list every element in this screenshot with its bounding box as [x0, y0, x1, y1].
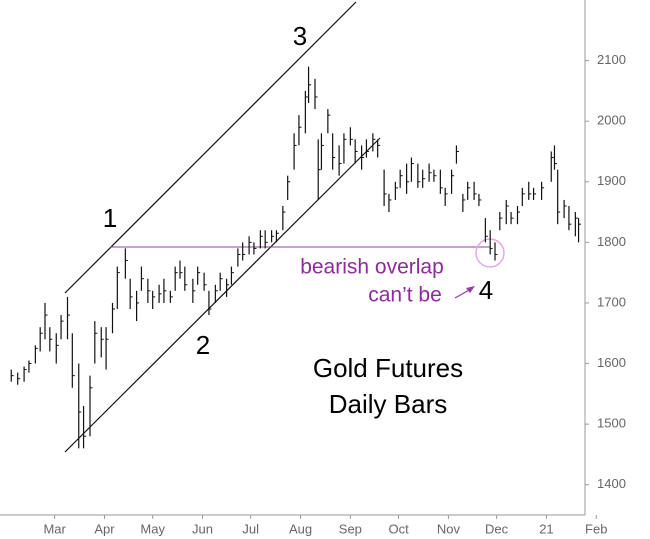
x-tick-label: Sep — [339, 521, 362, 536]
wave-label: 4 — [479, 275, 493, 305]
x-tick-label: May — [140, 521, 165, 536]
y-tick-label: 1700 — [597, 294, 626, 309]
overlap-note: bearish overlap — [300, 256, 444, 279]
x-tick-label: Jul — [242, 521, 259, 536]
chart-title: Gold Futures — [313, 353, 463, 383]
lower-channel-line — [64, 137, 381, 453]
wave-label: 1 — [103, 203, 117, 233]
x-tick-label: Oct — [388, 521, 409, 536]
x-tick-label: Apr — [94, 521, 115, 536]
y-tick-label: 1900 — [597, 173, 626, 188]
x-tick-label: Dec — [485, 521, 509, 536]
wave-label: 3 — [293, 21, 307, 51]
y-tick-label: 1500 — [597, 416, 626, 431]
upper-channel-line — [64, 1, 357, 294]
y-tick-label: 1400 — [597, 476, 626, 491]
arrow-head — [466, 286, 475, 293]
annotations: 3 1 2 4 bearish overlap can’t be Gold Fu… — [64, 1, 505, 453]
x-tick-label: 21 — [539, 521, 553, 536]
x-tick-label: Aug — [289, 521, 312, 536]
x-tick-label: Jun — [192, 521, 213, 536]
y-tick-label: 2100 — [597, 52, 626, 67]
overlap-note: can’t be — [368, 284, 442, 307]
x-tick-label: Nov — [437, 521, 461, 536]
y-tick-label: 1800 — [597, 234, 626, 249]
y-tick-label: 2000 — [597, 113, 626, 128]
x-tick-label: Mar — [43, 521, 66, 536]
x-tick-label: Feb — [585, 521, 607, 536]
y-tick-label: 1600 — [597, 355, 626, 370]
wave-label: 2 — [196, 330, 210, 360]
chart-subtitle: Daily Bars — [329, 389, 447, 419]
